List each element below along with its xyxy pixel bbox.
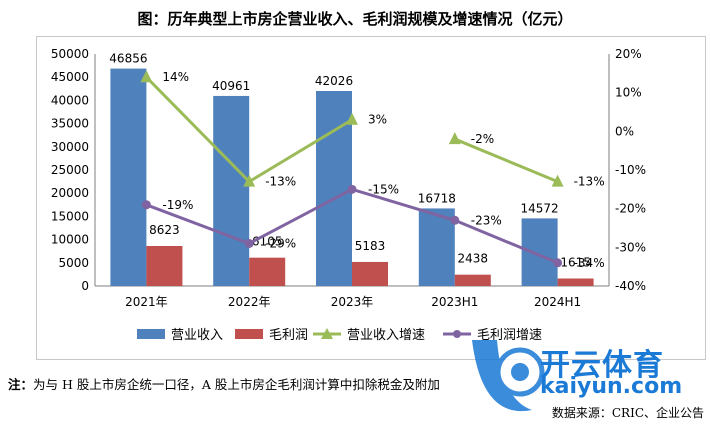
profit-growth-point — [244, 238, 254, 248]
legend-profit-growth-label: 毛利润增速 — [477, 328, 542, 343]
revenue-bar — [316, 90, 352, 286]
revenue-bar — [110, 68, 147, 286]
profit-bar-label: 2438 — [458, 252, 489, 266]
x-tick-label: 2022年 — [228, 295, 271, 309]
footnote: 注：为与 H 股上市房企统一口径，A 股上市房企毛利润计算中扣除税金及附加 — [8, 374, 440, 393]
legend-profit-growth-marker — [453, 330, 461, 338]
left-tick-label: 30000 — [51, 140, 89, 154]
chart-title: 图：历年典型上市房企营业收入、毛利润规模及增速情况（亿元） — [137, 10, 573, 28]
right-tick-label: -30% — [615, 240, 646, 254]
watermark-logo-icon — [472, 340, 545, 412]
profit-growth-point — [553, 258, 563, 268]
left-tick-label: 5000 — [58, 256, 89, 270]
legend-revenue-label: 营业收入 — [171, 328, 223, 343]
revenue-growth-label: -13% — [574, 175, 605, 189]
footnote-text: 为与 H 股上市房企统一口径，A 股上市房企毛利润计算中扣除税金及附加 — [33, 377, 440, 392]
revenue-growth-point — [346, 112, 358, 125]
revenue-bar-label: 40961 — [212, 79, 250, 93]
watermark-url: kaiyun.com — [540, 374, 683, 399]
chart-frame: 0 5000 10000 15000 20000 25000 30000 35000 40000… — [36, 36, 706, 360]
revenue-bar — [521, 218, 558, 286]
left-tick-label: 25000 — [51, 163, 89, 177]
profit-bar-label: 5183 — [355, 239, 386, 253]
profit-growth-label: -29% — [265, 236, 296, 250]
profit-bar — [249, 257, 286, 286]
revenue-bar-label: 46856 — [109, 52, 147, 66]
legend-profit-label: 毛利润 — [269, 328, 308, 343]
revenue-growth-point — [243, 174, 256, 187]
revenue-growth-label: 3% — [368, 113, 387, 127]
combo-chart: 0 5000 10000 15000 20000 25000 30000 35000 40000… — [51, 47, 646, 343]
revenue-growth-point — [140, 70, 153, 83]
footnote-prefix: 注： — [8, 377, 34, 392]
profit-growth-point — [450, 215, 460, 225]
left-tick-label: 40000 — [51, 93, 89, 107]
right-tick-label: 20% — [615, 47, 642, 61]
profit-growth-label: -19% — [162, 198, 193, 212]
left-tick-label: 20000 — [51, 186, 89, 200]
revenue-growth-label: -13% — [265, 175, 296, 189]
left-tick-label: 15000 — [51, 209, 89, 223]
revenue-growth-label: 14% — [162, 70, 189, 84]
right-tick-label: -20% — [615, 202, 646, 216]
profit-growth-point — [347, 184, 357, 194]
profit-bar-label: 1615 — [560, 256, 591, 270]
left-tick-label: 35000 — [51, 117, 89, 131]
profit-bar — [557, 278, 594, 286]
revenue-bar — [213, 95, 250, 286]
x-tick-label: 2021年 — [125, 295, 168, 309]
legend-revenue-swatch — [137, 329, 165, 339]
x-tick-label: 2023年 — [331, 295, 374, 309]
revenue-bar-label: 16718 — [418, 191, 456, 205]
left-tick-label: 10000 — [51, 233, 89, 247]
revenue-growth-line — [454, 137, 559, 183]
legend-profit-swatch — [235, 329, 263, 339]
right-tick-label: 0% — [615, 124, 634, 138]
revenue-bar-label: 42026 — [315, 74, 353, 88]
left-tick-label: 0 — [81, 279, 89, 293]
right-tick-label: -10% — [615, 163, 646, 177]
x-tick-label: 2024H1 — [534, 295, 581, 309]
revenue-bar — [418, 208, 455, 286]
profit-bar — [352, 261, 388, 286]
profit-growth-label: -15% — [368, 182, 399, 196]
left-tick-label: 45000 — [51, 70, 89, 84]
profit-growth-label: -34% — [574, 256, 605, 270]
profit-bar — [454, 274, 491, 286]
profit-bar — [146, 245, 183, 286]
legend-revenue-growth-marker — [321, 328, 333, 339]
profit-growth-point — [141, 200, 151, 210]
right-tick-label: 10% — [615, 86, 642, 100]
profit-bar-label: 8623 — [149, 223, 180, 237]
left-tick-label: 50000 — [51, 47, 89, 61]
profit-growth-label: -23% — [471, 213, 502, 227]
data-source: 数据来源：CRIC、企业公告 — [551, 406, 704, 420]
x-tick-label: 2023H1 — [431, 295, 478, 309]
revenue-bar-label: 14572 — [521, 201, 559, 215]
legend-revenue-growth-label: 营业收入增速 — [347, 328, 425, 343]
right-tick-label: -40% — [615, 279, 646, 293]
watermark-text: 开云体育 — [540, 348, 664, 383]
revenue-growth-label: -2% — [471, 132, 494, 146]
revenue-growth-point — [551, 174, 564, 187]
revenue-growth-point — [448, 132, 461, 145]
